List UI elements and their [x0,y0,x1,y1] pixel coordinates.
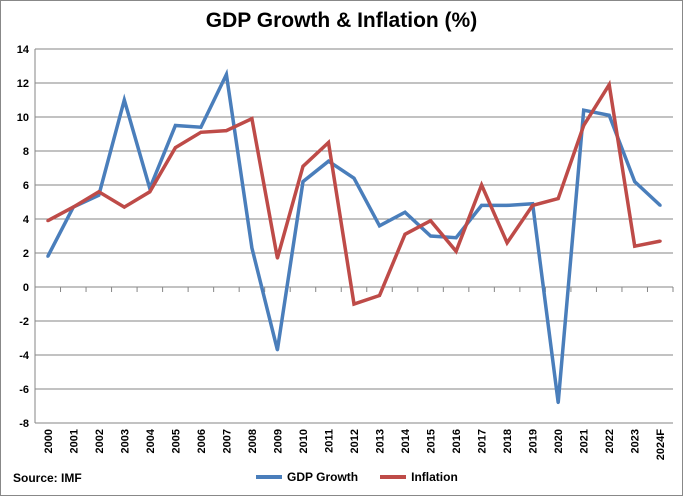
x-tick-label: 2002 [94,429,106,453]
data-point [403,232,407,236]
data-point [326,159,330,163]
legend-label-gdp: GDP Growth [287,470,359,484]
x-tick-label: 2001 [68,429,80,453]
y-tick-label: 6 [23,180,29,192]
data-point [607,83,611,87]
data-point [480,183,484,187]
data-point [429,219,433,223]
data-point [224,73,228,76]
data-point [378,224,382,228]
x-tick-label: 2020 [553,429,565,453]
x-tick-label: 2015 [426,429,438,453]
legend: GDP Growth Inflation [256,470,458,484]
data-point [582,108,586,112]
x-tick-label: 2024F [655,429,667,460]
data-point [199,130,203,134]
x-tick-label: 2008 [247,429,259,453]
x-tick-label: 2009 [272,429,284,453]
x-tick-label: 2000 [43,429,55,453]
data-point [122,98,126,102]
data-point [173,124,177,127]
y-tick-label: 10 [17,112,29,124]
series-line-gdp-growth [46,68,662,403]
data-point [46,219,50,223]
x-tick-label: 2017 [477,429,489,453]
data-point [275,256,279,260]
data-point [250,117,254,121]
data-point [582,124,586,127]
source-note: Source: IMF [13,471,82,485]
x-tick-label: 2007 [221,429,233,453]
data-point [378,294,382,297]
data-point [173,146,177,150]
y-tick-label: 4 [23,214,30,226]
data-point [275,348,279,352]
data-point [480,203,484,207]
data-point [224,129,228,133]
data-point [607,113,611,117]
data-point [97,190,101,194]
y-tick-label: -6 [19,384,29,396]
y-tick-label: -8 [19,418,29,430]
data-point [122,205,126,209]
x-tick-label: 2013 [375,429,387,453]
x-tick-label: 2005 [170,429,182,453]
legend-item-inflation: Inflation [380,470,458,484]
y-tick-label: 0 [23,282,29,294]
data-point [97,193,101,197]
data-point [505,241,509,245]
y-tick-label: -2 [19,316,29,328]
data-point [301,164,305,168]
data-point [429,234,433,238]
y-tick-label: 2 [23,248,29,260]
data-point [403,210,407,214]
x-tick-label: 2006 [196,429,208,453]
y-tick-label: 14 [17,44,30,56]
legend-swatch-gdp [256,475,282,479]
x-tick-label: 2014 [400,428,412,453]
y-tick-label: -4 [19,350,30,362]
data-point [454,249,458,253]
legend-label-inflation: Inflation [411,470,458,484]
y-tick-label: 8 [23,146,29,158]
data-point [250,246,254,250]
y-tick-label: 12 [17,78,29,90]
data-point [71,205,75,209]
x-tick-label: 2011 [323,429,335,453]
data-point [633,244,637,248]
data-point [531,203,535,207]
data-point [556,401,560,405]
x-tick-label: 2022 [604,429,616,453]
x-tick-label: 2023 [630,429,642,453]
data-point [454,236,458,240]
x-tick-label: 2004 [145,428,157,453]
data-point [199,125,203,129]
data-point [658,239,662,243]
data-point [326,141,330,144]
data-point [658,203,662,207]
data-point [352,176,356,180]
legend-swatch-inflation [380,475,407,479]
x-tick-label: 2018 [502,429,514,453]
data-point [301,180,305,184]
x-tick-label: 2010 [298,429,310,453]
legend-item-gdp: GDP Growth [256,470,358,484]
x-tick-label: 2019 [528,429,540,453]
x-tick-label: 2016 [451,429,463,453]
data-point [505,203,509,207]
data-point [556,197,560,201]
data-point [148,190,152,194]
data-point [46,254,50,258]
x-tick-label: 2003 [119,429,131,453]
x-tick-label: 2012 [349,429,361,453]
data-point [352,302,356,306]
x-tick-label: 2021 [579,429,591,453]
chart-title: GDP Growth & Inflation (%) [205,9,478,32]
data-point [633,180,637,184]
